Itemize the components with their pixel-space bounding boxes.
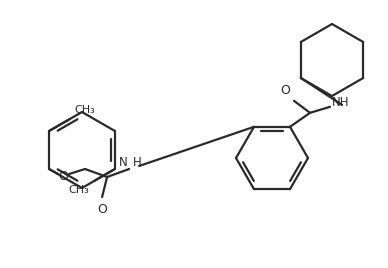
Text: CH₃: CH₃ [68,185,89,195]
Text: N: N [120,157,128,169]
Text: NH: NH [332,96,350,109]
Text: O: O [280,84,290,97]
Text: H: H [133,157,142,169]
Text: O: O [97,203,107,216]
Text: O: O [58,170,68,184]
Text: CH₃: CH₃ [74,105,95,115]
